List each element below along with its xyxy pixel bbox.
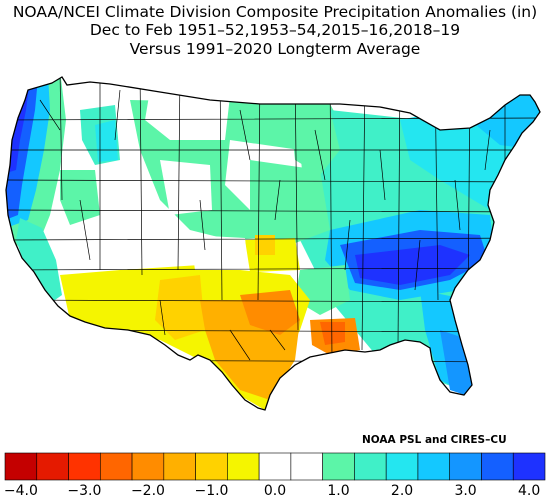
colorbar-swatch — [481, 452, 514, 481]
region-nevada-north — [60, 170, 100, 225]
colorbar-tick-label: −1.0 — [194, 483, 229, 499]
colorbar-swatch — [227, 452, 260, 481]
map-title: NOAA/NCEI Climate Division Composite Pre… — [12, 3, 538, 21]
colorbar-swatch — [99, 452, 133, 481]
us-outline — [5, 76, 541, 411]
division-boundaries — [6, 77, 540, 363]
us-climate-division-map — [5, 76, 541, 411]
colorbar-swatch — [449, 452, 482, 481]
map-subtitle-baseline: Versus 1991–2020 Longterm Average — [129, 40, 421, 58]
colorbar-swatch — [354, 452, 387, 481]
colorbar-tick-label: 2.0 — [390, 483, 414, 499]
colorbar-swatch — [163, 452, 196, 481]
colorbar-swatch — [258, 452, 292, 481]
colorbar-tick-label: 1.0 — [327, 483, 350, 499]
region-montana-dry — [145, 90, 230, 140]
region-wyoming — [160, 160, 212, 215]
colorbar-swatch — [68, 452, 101, 481]
region-louisiana-core — [320, 322, 345, 345]
region-tennessee-core — [355, 245, 470, 285]
colorbar-tick-label: 4.0 — [517, 483, 541, 499]
region-new-mexico — [155, 275, 205, 340]
region-iowa-missouri — [250, 160, 330, 245]
colorbar-swatch — [290, 452, 323, 481]
credit-label: NOAA PSL and CIRES–CU — [362, 434, 507, 446]
colorbar-tick-label: −2.0 — [130, 483, 165, 499]
colorbar-tick-label: −3.0 — [67, 483, 102, 499]
colorbar-swatch — [385, 452, 419, 481]
region-minnesota — [290, 110, 340, 175]
colorbar-swatch — [417, 452, 451, 481]
region-oklahoma-core — [255, 235, 275, 255]
map-subtitle-period: Dec to Feb 1951–52,1953–54,2015–16,2018–… — [89, 21, 461, 39]
region-colorado-south — [190, 235, 248, 270]
colorbar-tick-label: −4.0 — [3, 483, 38, 499]
colorbar-swatch — [322, 452, 355, 481]
colorbar-tick-label: 0.0 — [263, 483, 287, 499]
colorbar-swatch — [512, 452, 546, 481]
colorbar-swatch — [195, 452, 228, 481]
colorbar — [4, 452, 546, 481]
colorbar-tick-label: 3.0 — [454, 483, 477, 499]
region-florida-south — [440, 330, 480, 400]
colorbar-swatch — [36, 452, 69, 481]
region-idaho-core — [95, 120, 118, 162]
colorbar-swatch — [131, 452, 165, 481]
colorbar-swatch — [4, 452, 38, 481]
